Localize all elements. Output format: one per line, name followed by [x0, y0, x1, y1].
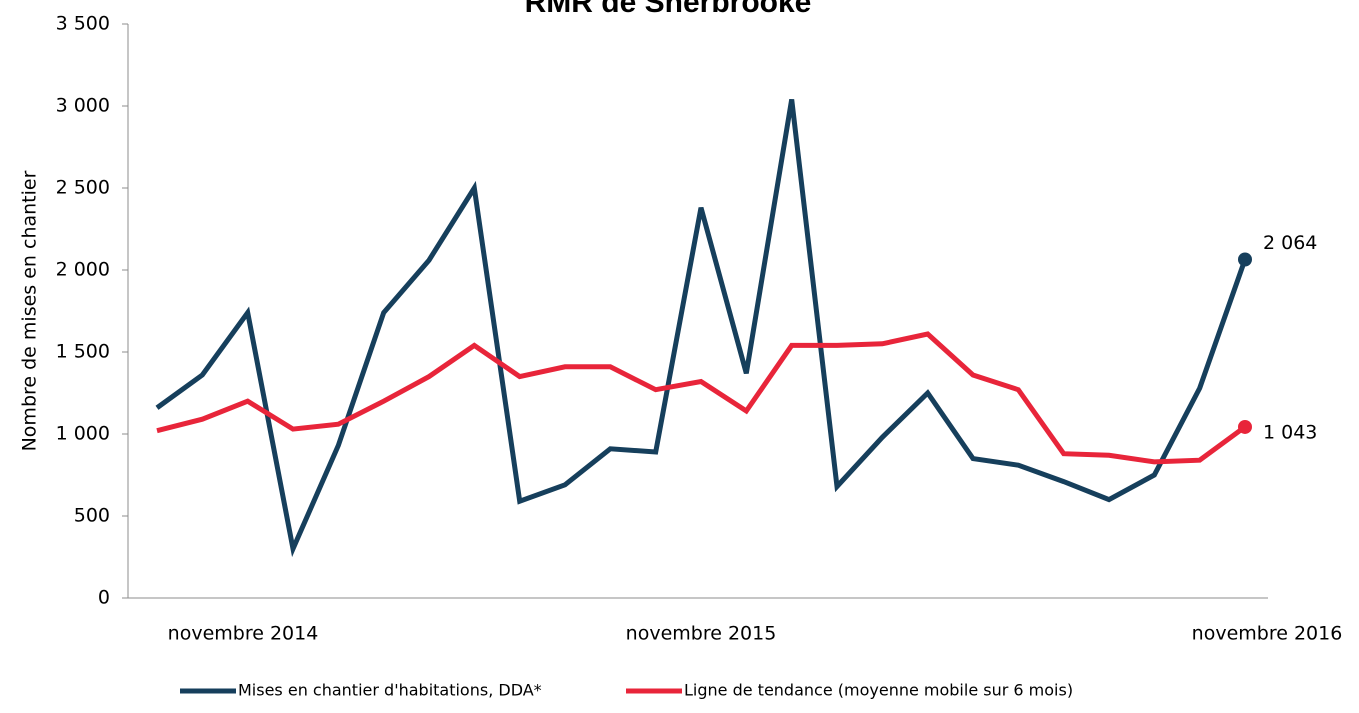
x-tick-label: novembre 2015 — [626, 623, 777, 645]
y-tick-label: 2 500 — [56, 177, 110, 199]
series-2-end-label: 1 043 — [1263, 421, 1317, 443]
y-tick-label: 0 — [98, 587, 110, 609]
x-tick-label: novembre 2016 — [1192, 623, 1343, 645]
y-tick-label: 3 000 — [56, 95, 110, 117]
y-tick-label: 1 500 — [56, 341, 110, 363]
series-2-end-marker — [1238, 419, 1252, 434]
series-1-end-marker — [1238, 252, 1252, 267]
y-axis-label: Nombre de mises en chantier — [19, 170, 41, 451]
series-1-end-label: 2 064 — [1263, 232, 1317, 254]
chart-title: RMR de Sherbrooke — [525, 0, 812, 19]
y-tick-label: 1 000 — [56, 423, 110, 445]
legend: Mises en chantier d'habitations, DDA* Lig… — [180, 681, 1073, 700]
y-tick-label: 500 — [74, 505, 110, 527]
legend-label-2: Ligne de tendance (moyenne mobile sur 6 … — [684, 681, 1073, 700]
series-lines: 2 064 1 043 — [155, 98, 1317, 558]
series-line-2 — [156, 331, 1247, 465]
x-tick-labels: novembre 2014 novembre 2015 novembre 2016 — [168, 623, 1343, 645]
axes — [122, 23, 1268, 599]
legend-label-1: Mises en chantier d'habitations, DDA* — [238, 681, 542, 700]
series-line-1 — [155, 98, 1248, 558]
y-tick-label: 2 000 — [56, 259, 110, 281]
y-tick-label: 3 500 — [56, 13, 110, 35]
y-tick-labels: 0 500 1 000 1 500 2 000 2 500 3 000 3 500 — [56, 13, 110, 609]
x-tick-label: novembre 2014 — [168, 623, 319, 645]
